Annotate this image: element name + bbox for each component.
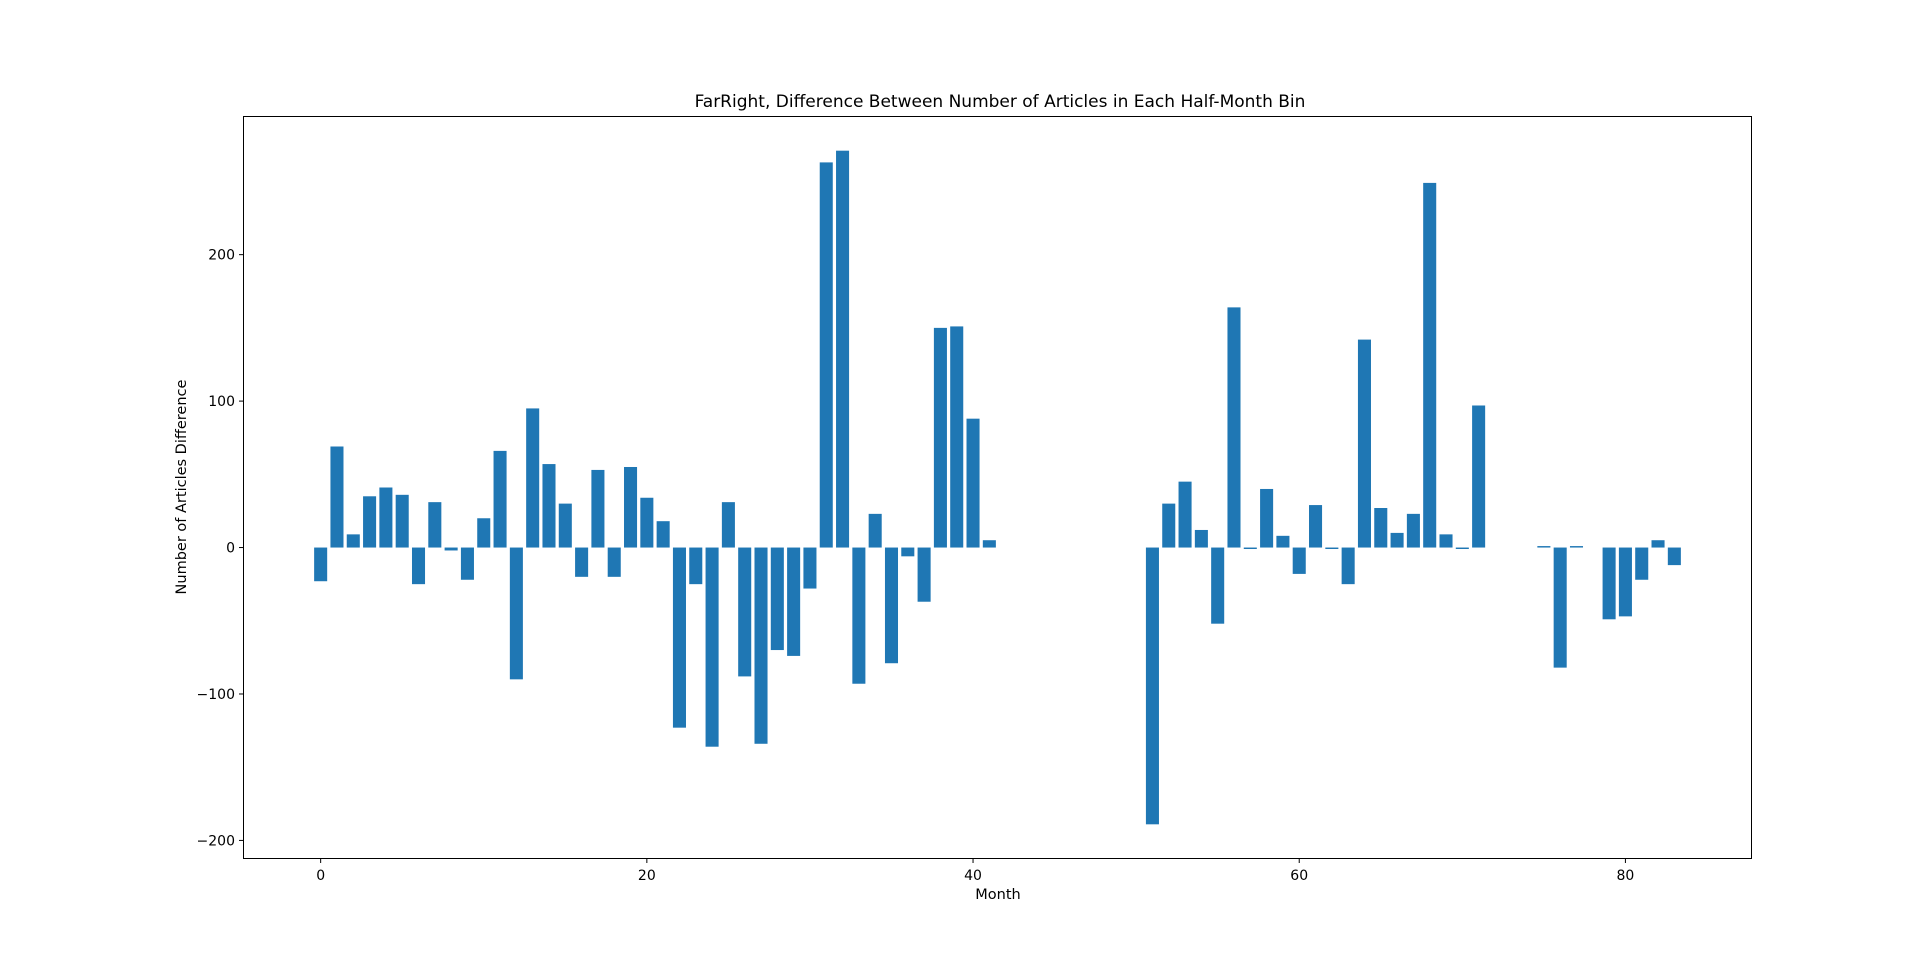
bar [1194,529,1208,548]
bar [721,502,735,548]
bar [444,547,458,551]
bar [1423,182,1437,548]
plot-area-frame [243,116,1752,859]
bar [1635,547,1649,580]
bar [1243,547,1257,550]
y-tick-label: 100 [208,394,235,410]
y-tick-label: −200 [197,833,235,849]
bar [1406,513,1420,548]
bar [656,521,670,548]
bar [1667,547,1681,566]
x-tick-label: 80 [1617,868,1635,884]
bar [917,547,931,602]
bar [1439,534,1453,548]
bar [672,547,686,728]
bar [852,547,866,684]
bar [689,547,703,585]
bar [836,150,850,548]
bar [395,494,409,548]
y-tick-label: 200 [208,248,235,264]
bar [314,547,328,582]
x-tick-label: 60 [1290,868,1308,884]
bar [754,547,768,744]
bar [1651,540,1665,548]
bar [460,547,474,580]
bar [1211,547,1225,624]
x-tick-label: 40 [964,868,982,884]
bar [803,547,817,589]
bar [1162,503,1176,548]
bar [591,469,605,548]
bar [346,534,360,548]
bar [1569,546,1584,548]
bar [607,547,621,577]
bar [787,547,801,656]
bar [1455,547,1469,550]
bar [1178,481,1192,548]
bar [1472,405,1486,548]
bar [1325,547,1339,550]
bar [1357,339,1371,548]
bar [477,518,491,548]
bar [868,513,882,548]
bar [966,418,980,548]
bar [1537,546,1551,548]
y-tick-label: −100 [197,687,235,703]
bars-group [314,150,1681,825]
bar [705,547,719,747]
bar [1390,532,1404,548]
bar [1374,508,1388,548]
bar [1145,547,1159,825]
bar [1260,488,1274,548]
x-tick-label: 20 [638,868,656,884]
bar [950,326,964,548]
bar [884,547,899,664]
bar [624,466,638,548]
bar [363,496,377,548]
bar [558,503,572,548]
bar [411,547,426,585]
bar [1227,307,1241,548]
bar [1292,547,1306,574]
y-axis-ticks: −200 −100 0 100 200 [197,248,244,849]
y-axis-label: Number of Articles Difference [174,379,190,594]
bar [1602,547,1616,620]
bar [1309,505,1323,548]
x-axis-label: Month [975,887,1020,903]
chart-title: FarRight, Difference Between Number of A… [695,92,1306,112]
bar [379,487,393,548]
bar [542,464,556,548]
bar [526,408,540,548]
bar [1618,547,1632,617]
bar [493,450,507,548]
bar [982,540,996,548]
bar [933,327,947,548]
bar [738,547,752,677]
y-tick-label: 0 [226,541,235,557]
bar [575,547,589,577]
bar [509,547,523,680]
x-axis-ticks: 0 20 40 60 80 [316,858,1634,884]
bar [640,497,654,548]
bar [428,502,442,548]
bar [1341,547,1355,585]
bar [770,547,784,651]
bar [901,547,915,557]
bar [1553,547,1567,668]
x-tick-label: 0 [316,868,325,884]
bar [1276,535,1290,548]
bar [819,162,833,548]
bar [330,446,344,548]
